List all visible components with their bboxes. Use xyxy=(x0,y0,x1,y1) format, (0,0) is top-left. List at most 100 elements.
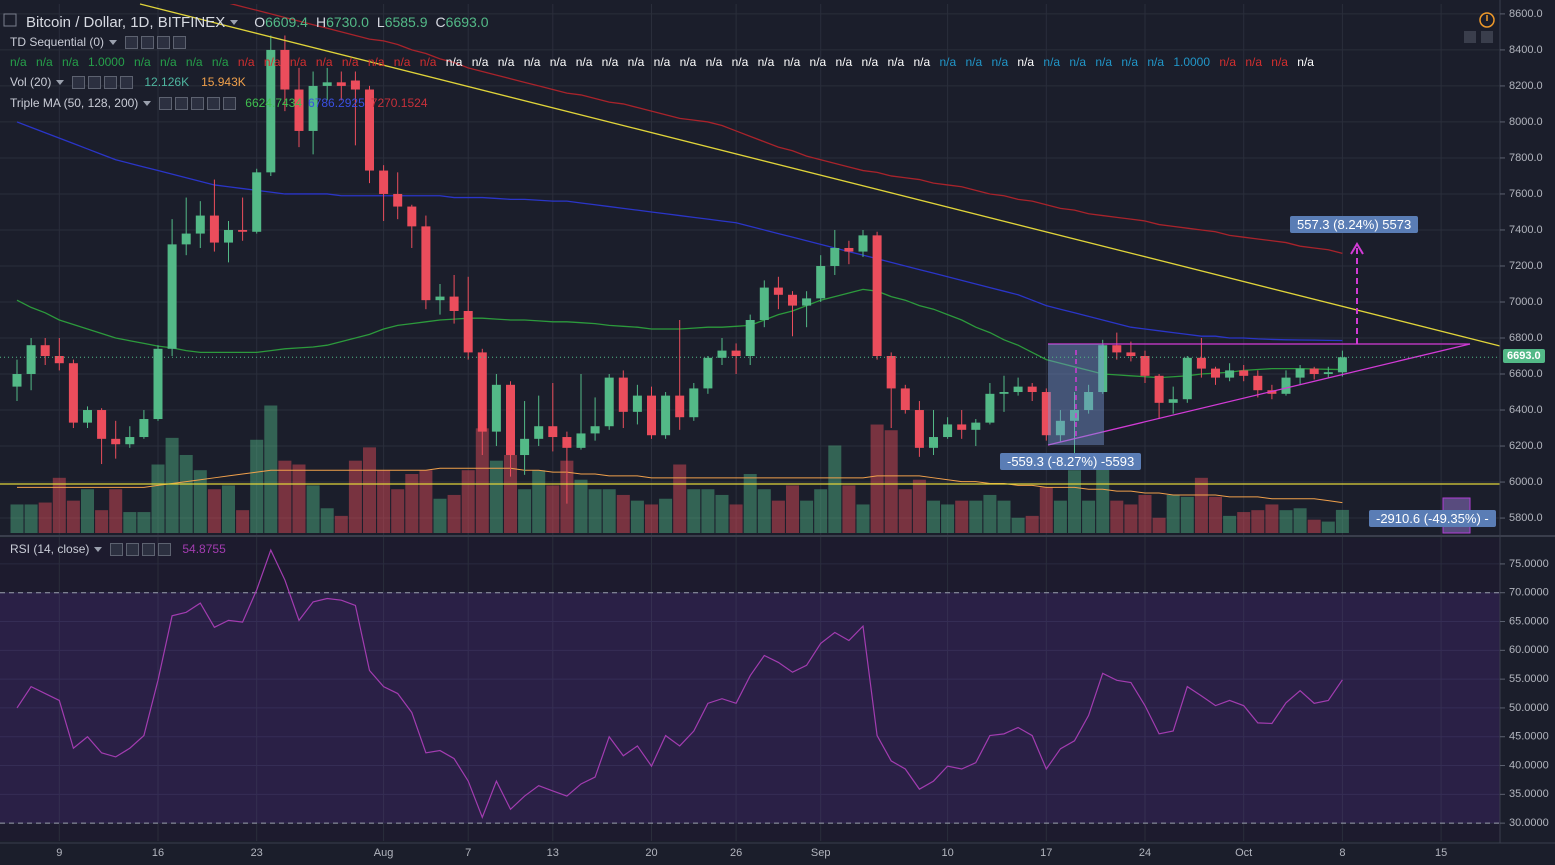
candle-body xyxy=(745,319,755,357)
ma-readout: 6624.7434 xyxy=(245,96,303,110)
candle-body xyxy=(1337,357,1347,373)
caret[interactable] xyxy=(230,19,239,25)
volume-bar xyxy=(461,470,475,533)
candle-body xyxy=(506,384,515,456)
icon[interactable] xyxy=(104,75,118,89)
volume-bar xyxy=(1039,487,1053,533)
caret[interactable] xyxy=(56,79,65,85)
td-readout: n/a xyxy=(367,55,385,69)
alert-icon[interactable] xyxy=(1479,12,1495,28)
toolbar-icon[interactable] xyxy=(1464,31,1476,43)
td-readout: n/a xyxy=(965,55,983,69)
td-readout: n/a xyxy=(419,55,437,69)
toolbar-icon[interactable] xyxy=(1481,31,1493,43)
volume-bar xyxy=(292,464,306,533)
td-readout: n/a xyxy=(10,55,27,69)
ohlc-key: C xyxy=(435,14,446,30)
icon[interactable] xyxy=(142,542,156,556)
candle-body xyxy=(365,89,374,171)
icon[interactable] xyxy=(175,96,189,110)
candle-body xyxy=(12,374,22,387)
td-readout: n/a xyxy=(1271,55,1288,69)
icon[interactable] xyxy=(159,96,173,110)
y-tick-label: 60.0000 xyxy=(1509,644,1549,656)
icon[interactable] xyxy=(110,542,124,556)
legend-row: RSI (14, close) 54.8755 xyxy=(10,540,226,558)
indicator-label[interactable]: Vol (20) xyxy=(10,75,52,89)
icon[interactable] xyxy=(72,75,86,89)
td-readout: n/a xyxy=(991,55,1009,69)
volume-bar xyxy=(222,485,235,533)
volume-bar xyxy=(1223,515,1237,533)
candle-body xyxy=(322,82,332,86)
y-tick-label: 40.0000 xyxy=(1509,759,1549,771)
ma-readout: 7270.1524 xyxy=(370,96,428,110)
rsi xyxy=(16,548,1343,820)
td-readout: n/a xyxy=(341,55,359,69)
volume-bar xyxy=(1166,494,1180,533)
icon[interactable] xyxy=(88,75,102,89)
volume-bar xyxy=(193,470,207,533)
icon[interactable] xyxy=(125,35,139,49)
volume-bar xyxy=(997,500,1011,533)
candle-body xyxy=(703,357,713,389)
menu-icon[interactable] xyxy=(3,13,17,27)
candle-body xyxy=(379,170,389,194)
volume-bar xyxy=(870,424,884,533)
icon[interactable] xyxy=(207,96,221,110)
candle-body xyxy=(477,352,487,432)
icon[interactable] xyxy=(157,35,171,49)
volume-bar xyxy=(630,500,644,533)
y-tick-label: 7000.0 xyxy=(1509,296,1543,308)
td-readout: n/a xyxy=(445,55,463,69)
volume-bar xyxy=(800,500,814,533)
x-tick-label: 15 xyxy=(1435,847,1447,859)
volume-bar xyxy=(1011,517,1025,533)
icon[interactable] xyxy=(158,542,172,556)
candle-body xyxy=(562,437,572,448)
td-readout: n/a xyxy=(1095,55,1113,69)
volume-bar xyxy=(1321,521,1335,533)
volume-bar xyxy=(1279,510,1293,533)
arrow-head xyxy=(1350,242,1364,255)
volume-bar xyxy=(771,500,785,533)
ohlc-value: 6730.0 xyxy=(326,14,369,30)
candle-body xyxy=(844,247,854,252)
candle-body xyxy=(1084,392,1094,411)
volume-bar xyxy=(391,489,405,533)
candle-body xyxy=(1225,370,1235,378)
volume-bar xyxy=(588,489,602,533)
indicator-label[interactable]: RSI (14, close) xyxy=(10,542,90,556)
icon[interactable] xyxy=(141,35,155,49)
candle-body xyxy=(520,438,530,456)
y-tick-label: 55.0000 xyxy=(1509,673,1549,685)
caret[interactable] xyxy=(94,546,103,552)
candle-body xyxy=(816,265,826,299)
volume-bar xyxy=(574,479,588,533)
volume-bar xyxy=(1180,496,1194,533)
grid xyxy=(0,4,1500,841)
indicator-label[interactable]: Triple MA (50, 128, 200) xyxy=(10,96,139,110)
candle-body xyxy=(153,348,163,420)
caret[interactable] xyxy=(143,100,152,106)
candle-body xyxy=(1182,357,1192,400)
icon[interactable] xyxy=(223,96,237,110)
caret[interactable] xyxy=(109,39,118,45)
rsi-line xyxy=(16,548,1343,820)
icon[interactable] xyxy=(191,96,205,110)
candle-body xyxy=(463,310,473,353)
symbol-title[interactable]: Bitcoin / Dollar, 1D, BITFINEX xyxy=(26,13,226,31)
volume-bar xyxy=(165,437,179,533)
icon[interactable] xyxy=(126,542,140,556)
candle-body xyxy=(999,392,1009,394)
candle-body xyxy=(534,426,544,439)
indicator-label[interactable]: TD Sequential (0) xyxy=(10,35,105,49)
volume-bar xyxy=(137,512,151,533)
volume-bar xyxy=(659,498,673,533)
icon[interactable] xyxy=(173,35,187,49)
candle-body xyxy=(97,410,107,439)
td-readout: n/a xyxy=(1245,55,1262,69)
candle-body xyxy=(266,49,276,173)
icon[interactable] xyxy=(120,75,134,89)
